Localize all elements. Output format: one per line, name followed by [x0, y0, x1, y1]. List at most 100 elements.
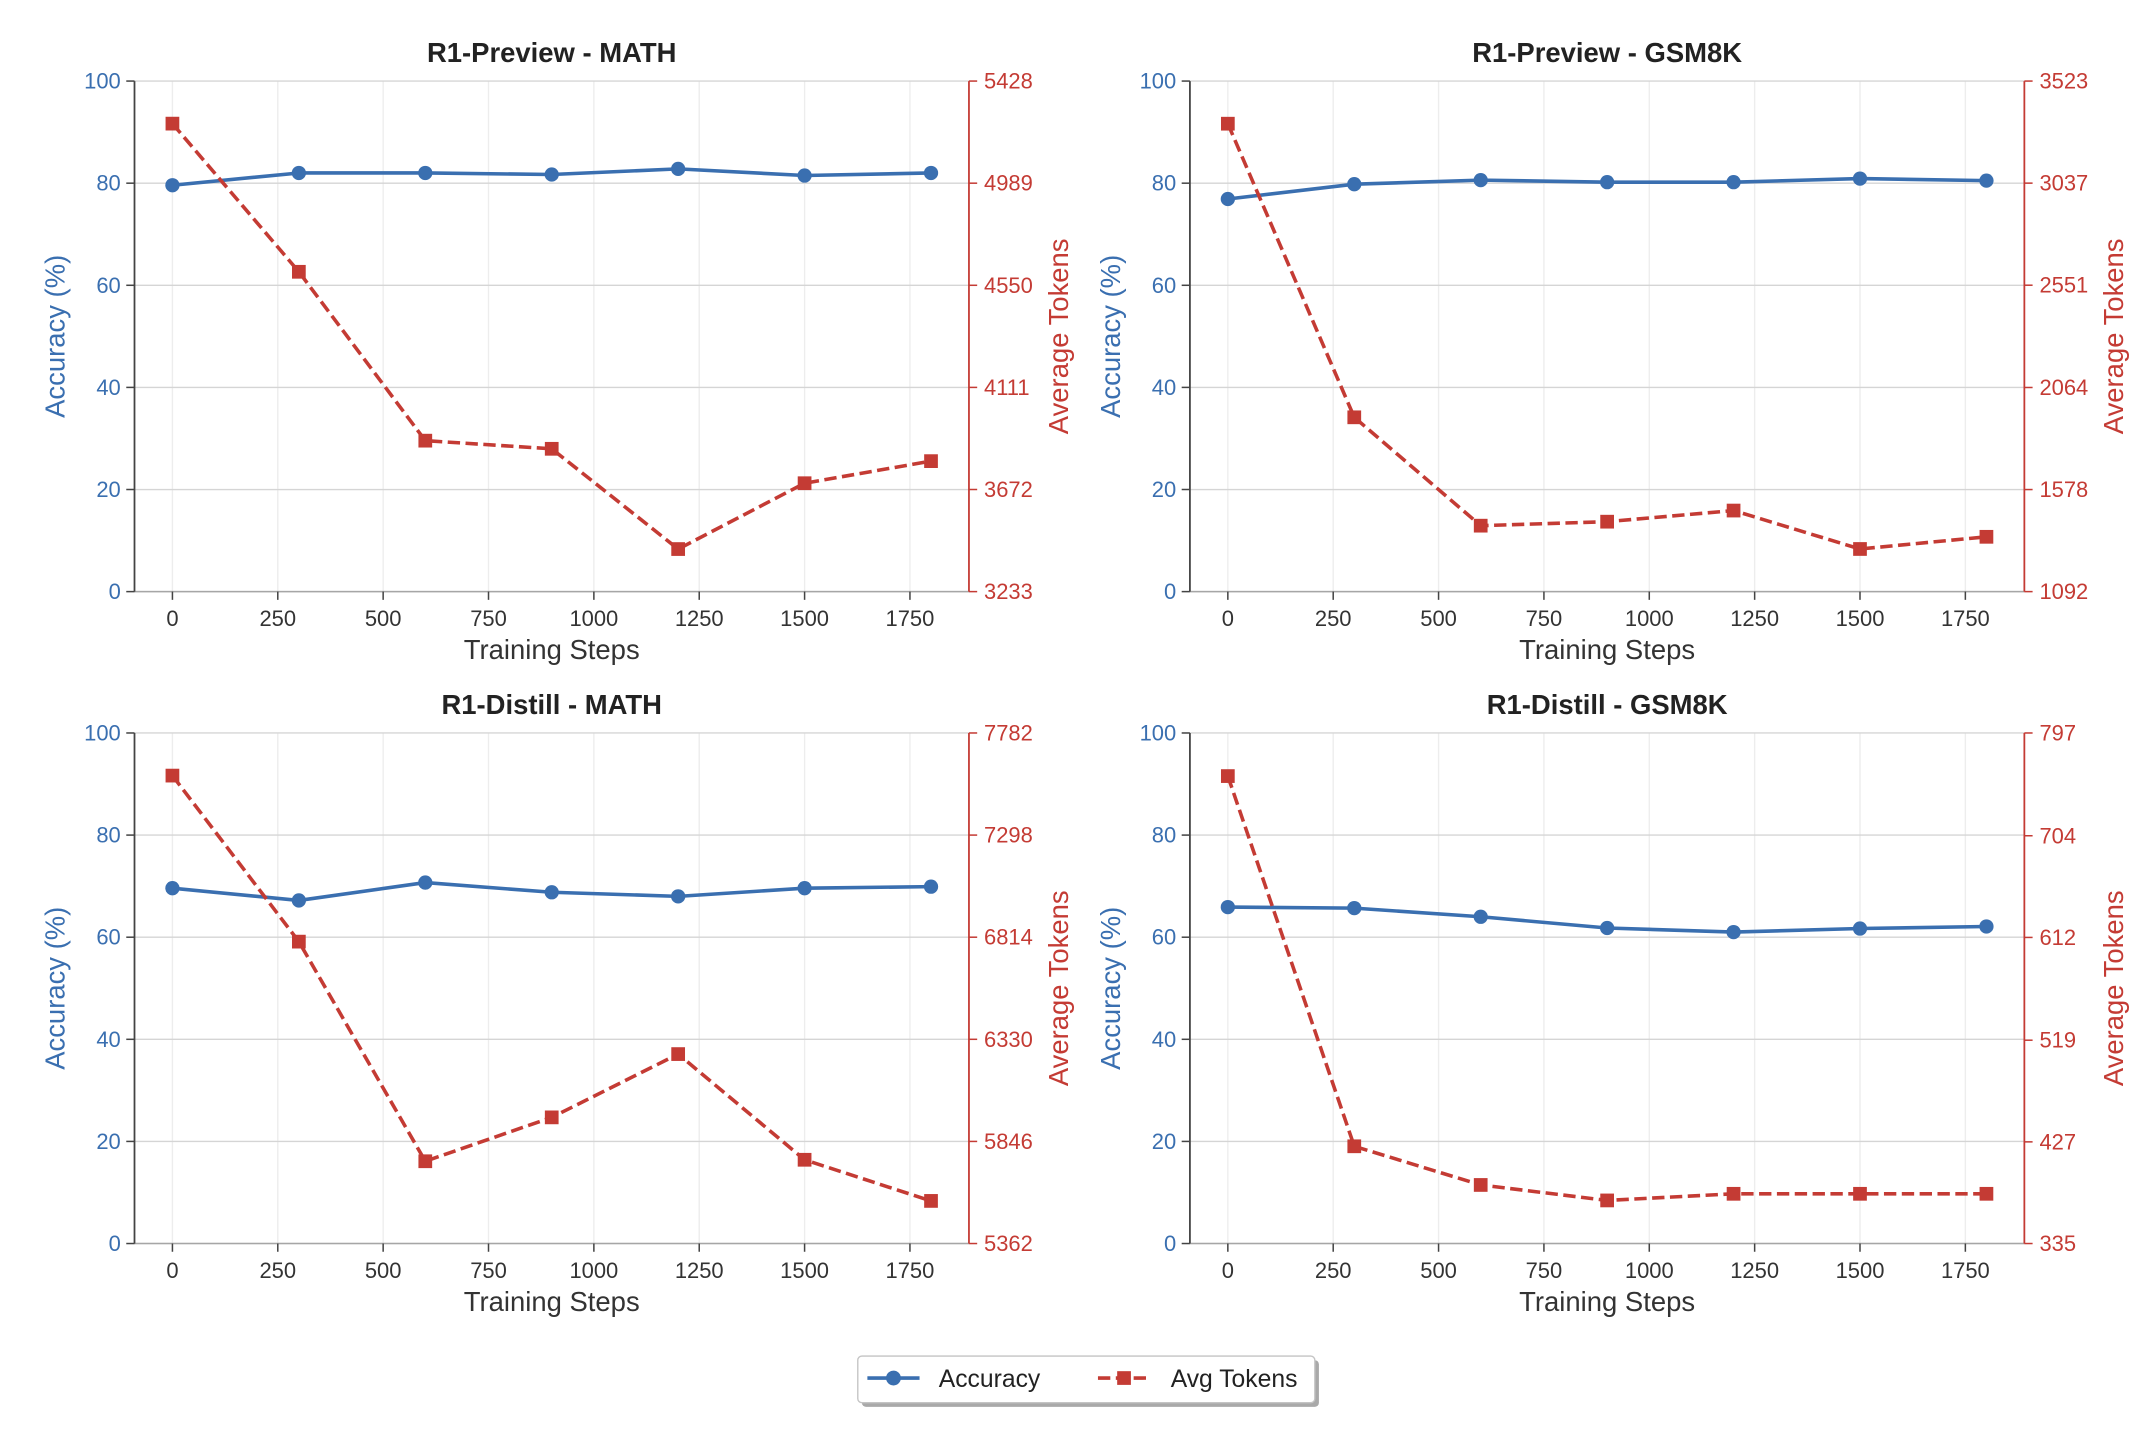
panel-r1-distill-math: 0 250 500 750 1000 1250 1500 1750 0 20 40 60 80 100 53… [40, 689, 1074, 1317]
x-tick-label: 0 [1222, 1258, 1234, 1283]
accuracy-point [1220, 191, 1235, 207]
y2-tick-label: 2064 [2039, 375, 2088, 400]
x-tick-label: 1250 [675, 606, 724, 631]
avg-tokens-point [797, 1152, 812, 1167]
y-tick-label: 100 [1140, 721, 1177, 746]
y-tick-label: 0 [1164, 1231, 1176, 1256]
y2-tick-label: 2551 [2039, 273, 2088, 298]
avg-tokens-point [1979, 529, 1994, 544]
x-tick-label: 1500 [780, 1258, 829, 1283]
y2-tick-label: 3523 [2039, 69, 2088, 94]
legend-avg-tokens-label: Avg Tokens [1171, 1366, 1298, 1393]
y2-tick-label: 519 [2039, 1028, 2076, 1053]
x-tick-label: 0 [166, 606, 178, 631]
avg-tokens-point [797, 476, 812, 491]
accuracy-point [671, 161, 686, 177]
x-axis-label: Training Steps [464, 634, 640, 665]
x-tick-label: 1750 [886, 1258, 935, 1283]
y2-tick-label: 4111 [984, 375, 1030, 400]
accuracy-point [544, 167, 559, 182]
x-tick-label: 1500 [1836, 1258, 1885, 1283]
y-tick-label: 0 [109, 579, 121, 604]
y-axis-label: Accuracy (%) [40, 907, 71, 1070]
accuracy-point [1347, 177, 1362, 192]
panel-r1-preview-gsm8k: 0 250 500 750 1000 1250 1500 1750 0 20 40 60 80 100 10… [1095, 37, 2129, 665]
accuracy-point [923, 165, 939, 181]
avg-tokens-point [1853, 1186, 1867, 1201]
y2-tick-label: 7782 [984, 721, 1033, 746]
x-tick-label: 250 [1315, 1258, 1352, 1283]
y-axis-label: Accuracy (%) [40, 255, 71, 418]
y-tick-label: 80 [1152, 823, 1176, 848]
x-tick-label: 1000 [1625, 1258, 1674, 1283]
accuracy-point [797, 881, 812, 896]
x-tick-label: 1750 [1941, 606, 1990, 631]
y2-axis-label: Average Tokens [2098, 890, 2129, 1086]
y-tick-label: 80 [96, 823, 120, 848]
y2-tick-label: 797 [2039, 721, 2076, 746]
accuracy-point [291, 165, 306, 181]
x-tick-label: 1000 [569, 1258, 618, 1283]
x-tick-label: 250 [259, 606, 296, 631]
x-tick-label: 500 [1420, 606, 1457, 631]
avg-tokens-point [671, 542, 686, 556]
y-tick-label: 100 [84, 69, 121, 94]
avg-tokens-point [671, 1047, 686, 1061]
y2-tick-label: 3037 [2039, 171, 2088, 196]
y2-tick-label: 4989 [984, 171, 1033, 196]
x-tick-label: 750 [1526, 606, 1563, 631]
x-tick-label: 1500 [780, 606, 829, 631]
panel-title: R1-Preview - MATH [427, 37, 677, 68]
accuracy-point [1600, 175, 1615, 190]
y2-axis-label: Average Tokens [2098, 238, 2129, 434]
accuracy-point [291, 893, 306, 908]
y2-tick-label: 335 [2039, 1231, 2076, 1256]
avg-tokens-point [291, 264, 306, 279]
x-axis-label: Training Steps [464, 1286, 640, 1317]
y-tick-label: 40 [96, 375, 120, 400]
y-axis-label: Accuracy (%) [1095, 255, 1126, 418]
y2-tick-label: 1578 [2039, 477, 2088, 502]
accuracy-point [1979, 919, 1994, 934]
y-tick-label: 40 [1152, 375, 1176, 400]
accuracy-point [1473, 909, 1488, 924]
y-tick-label: 60 [96, 925, 120, 950]
accuracy-point [1600, 920, 1615, 936]
accuracy-point [418, 165, 433, 181]
panel-r1-distill-gsm8k: 0 250 500 750 1000 1250 1500 1750 0 20 40 60 80 100 33… [1095, 689, 2129, 1317]
y2-tick-label: 427 [2039, 1129, 2076, 1154]
avg-tokens-point [1347, 410, 1362, 425]
legend-avg-tokens-marker [1117, 1371, 1131, 1385]
x-tick-label: 1250 [675, 1258, 724, 1283]
panel-title: R1-Distill - MATH [441, 689, 662, 720]
y2-tick-label: 5362 [984, 1231, 1033, 1256]
y-tick-label: 100 [1140, 69, 1177, 94]
accuracy-point [1726, 924, 1741, 940]
y-tick-label: 20 [96, 1129, 120, 1154]
y-tick-label: 0 [1164, 579, 1176, 604]
y2-tick-label: 704 [2039, 823, 2076, 848]
x-tick-label: 500 [365, 1258, 402, 1283]
y2-tick-label: 5428 [984, 69, 1033, 94]
avg-tokens-point [165, 116, 180, 131]
y-tick-label: 80 [96, 171, 120, 196]
avg-tokens-point [924, 454, 938, 468]
y-tick-label: 100 [84, 721, 121, 746]
x-tick-label: 250 [259, 1258, 296, 1283]
y-tick-label: 20 [1152, 477, 1176, 502]
y2-tick-label: 6330 [984, 1027, 1033, 1052]
avg-tokens-point [924, 1194, 938, 1208]
y2-axis-label: Average Tokens [1043, 890, 1074, 1086]
y2-tick-label: 7298 [984, 823, 1033, 848]
accuracy-point [1852, 921, 1868, 936]
panel-r1-preview-math: 0 250 500 750 1000 1250 1500 1750 0 20 40 60 80 100 32… [40, 37, 1074, 665]
avg-tokens-point [1600, 514, 1614, 529]
accuracy-point [1979, 173, 1994, 188]
avg-tokens-point [1347, 1139, 1362, 1154]
x-tick-label: 0 [166, 1258, 178, 1283]
x-tick-label: 1000 [569, 606, 618, 631]
y2-tick-label: 5846 [984, 1129, 1033, 1154]
y-tick-label: 60 [96, 273, 120, 298]
legend-accuracy-label: Accuracy [939, 1366, 1041, 1393]
